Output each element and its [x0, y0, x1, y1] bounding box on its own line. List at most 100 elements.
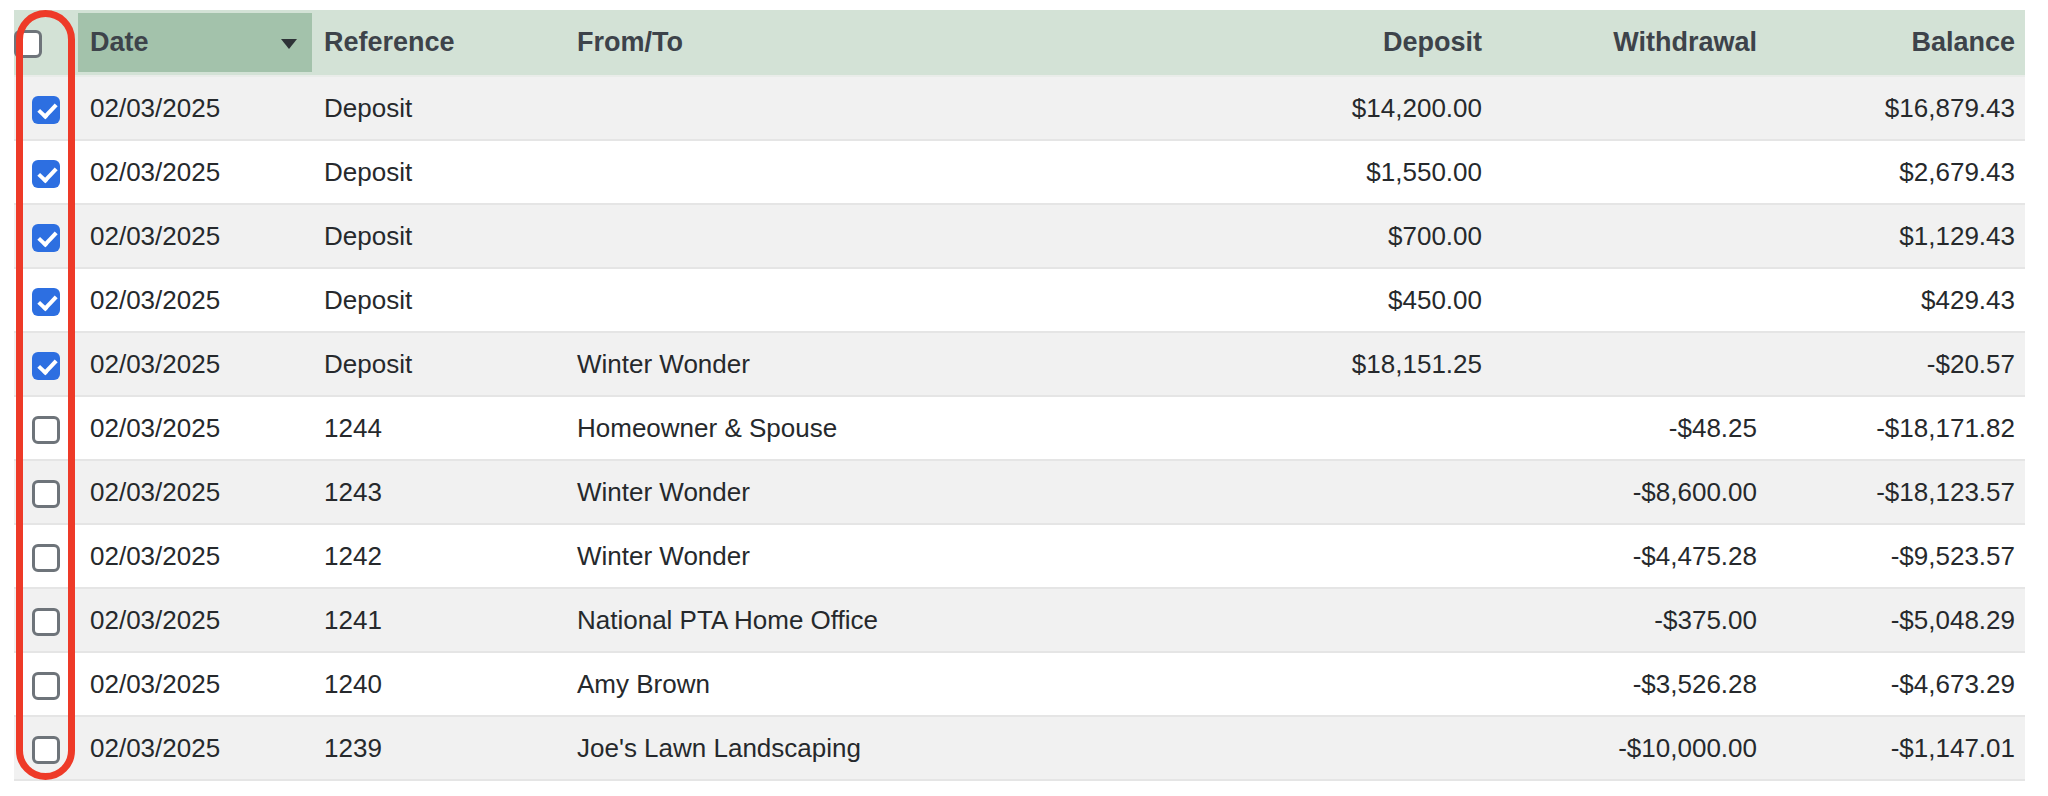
cell-balance: $2,679.43 — [1765, 140, 2025, 204]
cell-date: 02/03/2025 — [78, 524, 312, 588]
table-row: 02/03/20251244Homeowner & Spouse-$48.25-… — [14, 396, 2025, 460]
cell-date: 02/03/2025 — [78, 204, 312, 268]
column-header-date[interactable]: Date — [78, 10, 312, 76]
transactions-table: Date Reference From/To Deposit Withdrawa… — [14, 10, 2025, 781]
cell-reference: 1244 — [312, 396, 565, 460]
cell-date: 02/03/2025 — [78, 268, 312, 332]
row-checkbox-checked[interactable] — [32, 96, 60, 124]
cell-date: 02/03/2025 — [78, 588, 312, 652]
cell-deposit — [1128, 716, 1490, 780]
cell-from-to: Joe's Lawn Landscaping — [565, 716, 1128, 780]
column-header-reference-label: Reference — [324, 27, 455, 57]
cell-reference: 1241 — [312, 588, 565, 652]
row-checkbox-unchecked[interactable] — [32, 416, 60, 444]
cell-balance: -$9,523.57 — [1765, 524, 2025, 588]
transactions-table-view: Date Reference From/To Deposit Withdrawa… — [0, 0, 2048, 796]
cell-withdrawal — [1490, 332, 1765, 396]
column-header-withdrawal[interactable]: Withdrawal — [1490, 10, 1765, 76]
cell-date: 02/03/2025 — [78, 396, 312, 460]
row-checkbox-unchecked[interactable] — [32, 480, 60, 508]
table-row: 02/03/20251239Joe's Lawn Landscaping-$10… — [14, 716, 2025, 780]
row-checkbox-cell — [14, 140, 78, 204]
cell-from-to: Amy Brown — [565, 652, 1128, 716]
table-row: 02/03/2025Deposit $450.00 $429.43 — [14, 268, 2025, 332]
row-checkbox-cell — [14, 716, 78, 780]
cell-from-to: Winter Wonder — [565, 524, 1128, 588]
cell-balance: -$5,048.29 — [1765, 588, 2025, 652]
header-select-all-cell — [14, 10, 78, 76]
cell-deposit — [1128, 524, 1490, 588]
cell-balance: $429.43 — [1765, 268, 2025, 332]
cell-reference: Deposit — [312, 204, 565, 268]
cell-balance: -$20.57 — [1765, 332, 2025, 396]
column-header-withdrawal-label: Withdrawal — [1613, 27, 1757, 57]
table-row: 02/03/20251241National PTA Home Office -$… — [14, 588, 2025, 652]
cell-from-to — [565, 268, 1128, 332]
cell-withdrawal: -$3,526.28 — [1490, 652, 1765, 716]
cell-deposit — [1128, 652, 1490, 716]
row-checkbox-cell — [14, 652, 78, 716]
cell-deposit — [1128, 460, 1490, 524]
row-checkbox-unchecked[interactable] — [32, 544, 60, 572]
row-checkbox-unchecked[interactable] — [32, 736, 60, 764]
row-checkbox-cell — [14, 524, 78, 588]
cell-reference: Deposit — [312, 268, 565, 332]
table-row: 02/03/2025DepositWinter Wonder$18,151.25… — [14, 332, 2025, 396]
column-header-reference[interactable]: Reference — [312, 10, 565, 76]
cell-from-to — [565, 76, 1128, 140]
column-header-date-label: Date — [90, 27, 149, 57]
cell-withdrawal: -$4,475.28 — [1490, 524, 1765, 588]
cell-deposit: $700.00 — [1128, 204, 1490, 268]
row-checkbox-unchecked[interactable] — [32, 672, 60, 700]
cell-withdrawal — [1490, 204, 1765, 268]
table-row: 02/03/2025Deposit$1,550.00$2,679.43 — [14, 140, 2025, 204]
row-checkbox-checked[interactable] — [32, 224, 60, 252]
cell-deposit: $450.00 — [1128, 268, 1490, 332]
row-checkbox-cell — [14, 396, 78, 460]
table-header: Date Reference From/To Deposit Withdrawa… — [14, 10, 2025, 76]
column-header-from-to[interactable]: From/To — [565, 10, 1128, 76]
table-body: 02/03/2025Deposit$14,200.00$16,879.43 02/… — [14, 76, 2025, 780]
cell-from-to: Winter Wonder — [565, 332, 1128, 396]
row-checkbox-checked[interactable] — [32, 352, 60, 380]
cell-deposit — [1128, 396, 1490, 460]
header-row: Date Reference From/To Deposit Withdrawa… — [14, 10, 2025, 76]
cell-date: 02/03/2025 — [78, 460, 312, 524]
cell-withdrawal — [1490, 76, 1765, 140]
cell-withdrawal: -$375.00 — [1490, 588, 1765, 652]
cell-from-to: Homeowner & Spouse — [565, 396, 1128, 460]
column-header-balance[interactable]: Balance — [1765, 10, 2025, 76]
cell-reference: Deposit — [312, 332, 565, 396]
table-row: 02/03/20251242Winter Wonder-$4,475.28-$9… — [14, 524, 2025, 588]
row-checkbox-checked[interactable] — [32, 160, 60, 188]
table-row: 02/03/20251243Winter Wonder-$8,600.00-$1… — [14, 460, 2025, 524]
row-checkbox-cell — [14, 76, 78, 140]
table-row: 02/03/2025Deposit $700.00 $1,129.43 — [14, 204, 2025, 268]
column-header-from-to-label: From/To — [577, 27, 683, 57]
cell-from-to — [565, 204, 1128, 268]
cell-balance: -$18,171.82 — [1765, 396, 2025, 460]
table-row: 02/03/2025Deposit$14,200.00$16,879.43 — [14, 76, 2025, 140]
column-header-deposit[interactable]: Deposit — [1128, 10, 1490, 76]
cell-date: 02/03/2025 — [78, 716, 312, 780]
cell-reference: Deposit — [312, 76, 565, 140]
row-checkbox-cell — [14, 588, 78, 652]
select-all-checkbox[interactable] — [14, 30, 42, 58]
cell-date: 02/03/2025 — [78, 652, 312, 716]
cell-deposit: $18,151.25 — [1128, 332, 1490, 396]
cell-balance: $1,129.43 — [1765, 204, 2025, 268]
cell-withdrawal — [1490, 268, 1765, 332]
cell-reference: Deposit — [312, 140, 565, 204]
cell-reference: 1243 — [312, 460, 565, 524]
row-checkbox-unchecked[interactable] — [32, 608, 60, 636]
cell-reference: 1239 — [312, 716, 565, 780]
cell-withdrawal — [1490, 140, 1765, 204]
column-header-balance-label: Balance — [1911, 27, 2015, 57]
row-checkbox-cell — [14, 204, 78, 268]
row-checkbox-checked[interactable] — [32, 288, 60, 316]
cell-withdrawal: -$8,600.00 — [1490, 460, 1765, 524]
sort-descending-icon[interactable] — [281, 39, 297, 49]
cell-deposit — [1128, 588, 1490, 652]
cell-from-to: National PTA Home Office — [565, 588, 1128, 652]
cell-deposit: $1,550.00 — [1128, 140, 1490, 204]
